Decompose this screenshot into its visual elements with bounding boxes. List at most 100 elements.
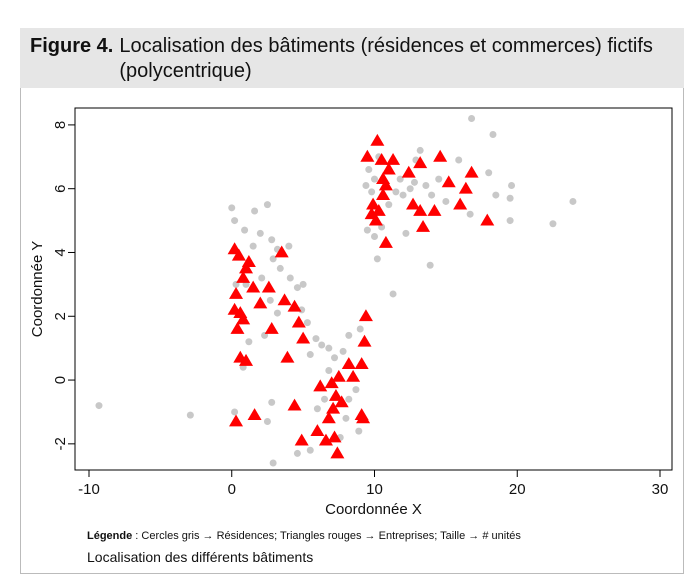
- residence-marker: [399, 191, 407, 199]
- figure-title: Localisation des bâtiments (résidences e…: [119, 35, 653, 82]
- residence-marker: [251, 207, 259, 215]
- enterprise-marker: [230, 322, 245, 334]
- y-tick-label: 8: [52, 121, 69, 129]
- residence-marker: [263, 201, 271, 209]
- enterprise-marker: [294, 433, 309, 446]
- enterprise-marker: [318, 433, 333, 446]
- residence-marker: [410, 178, 418, 186]
- y-tick-label: 2: [52, 312, 69, 320]
- residence-marker: [321, 395, 329, 403]
- enterprise-marker: [328, 389, 343, 401]
- residence-marker: [373, 255, 381, 263]
- enterprise-marker: [291, 315, 306, 328]
- enterprise-marker: [378, 178, 393, 191]
- residence-marker: [385, 201, 393, 209]
- figure-header: Figure 4. Localisation des bâtiments (ré…: [20, 28, 684, 88]
- enterprise-marker: [413, 156, 428, 169]
- residence-marker: [370, 233, 378, 241]
- residence-marker: [392, 188, 400, 196]
- residence-marker: [352, 386, 360, 394]
- residence-marker: [489, 130, 497, 138]
- enterprise-marker: [354, 357, 369, 370]
- y-tick-label: 0: [52, 376, 69, 384]
- enterprise-marker: [433, 149, 448, 162]
- residence-marker: [312, 335, 320, 343]
- enterprise-marker: [287, 398, 302, 411]
- enterprise-marker: [376, 188, 391, 200]
- residence-marker: [303, 319, 311, 327]
- enterprise-marker: [296, 331, 311, 344]
- enterprise-marker: [253, 296, 268, 309]
- enterprise-marker: [264, 322, 279, 334]
- residence-marker: [268, 236, 276, 244]
- y-tick-label: 4: [52, 248, 69, 256]
- residence-marker: [293, 449, 301, 457]
- enterprise-marker: [229, 414, 244, 427]
- residence-marker: [306, 351, 314, 359]
- plot-area: [74, 107, 673, 471]
- residence-marker: [266, 296, 274, 304]
- residence-marker: [273, 309, 281, 317]
- residence-marker: [245, 338, 253, 346]
- residence-marker: [318, 341, 326, 349]
- residence-marker: [345, 331, 353, 339]
- enterprise-marker: [321, 411, 336, 424]
- enterprise-marker: [287, 299, 302, 312]
- caption: Localisation des différents bâtiments: [87, 549, 314, 565]
- legend-text: : Cercles gris → Résidences; Triangles r…: [135, 530, 521, 542]
- residence-marker: [331, 354, 339, 362]
- enterprise-marker: [229, 286, 244, 299]
- enterprise-marker: [313, 379, 328, 392]
- enterprise-marker: [326, 401, 341, 414]
- residence-marker: [293, 284, 301, 292]
- x-tick-label: 20: [509, 481, 526, 498]
- residence-marker: [356, 325, 364, 333]
- enterprise-marker: [246, 280, 261, 293]
- residence-marker: [569, 197, 577, 205]
- enterprise-marker: [453, 197, 468, 210]
- residence-marker: [299, 280, 307, 288]
- enterprise-marker: [366, 197, 381, 210]
- enterprise-marker: [406, 197, 421, 210]
- y-tick-label: -2: [52, 437, 69, 450]
- residence-marker: [422, 182, 430, 190]
- residence-marker: [325, 344, 333, 352]
- residence-marker: [269, 459, 277, 467]
- enterprise-marker: [416, 219, 431, 232]
- enterprise-marker: [261, 280, 276, 293]
- enterprise-marker: [358, 309, 373, 322]
- enterprise-marker: [236, 270, 251, 283]
- residence-marker: [186, 411, 194, 419]
- residence-marker: [276, 264, 284, 272]
- enterprise-marker: [324, 376, 339, 389]
- enterprise-marker: [331, 369, 346, 382]
- residence-marker: [355, 427, 363, 435]
- residence-marker: [339, 347, 347, 355]
- enterprise-marker: [274, 245, 289, 258]
- x-tick-label: -10: [78, 481, 100, 498]
- y-axis-label: Coordonnée Y: [29, 241, 46, 337]
- residence-marker: [370, 175, 378, 183]
- enterprise-marker: [341, 357, 356, 370]
- enterprise-marker: [374, 152, 389, 165]
- enterprise-marker: [241, 255, 256, 267]
- residence-marker: [268, 398, 276, 406]
- residence-marker: [506, 194, 514, 202]
- enterprise-marker: [458, 181, 473, 194]
- enterprise-marker: [231, 248, 246, 261]
- residence-marker: [508, 182, 516, 190]
- residence-marker: [442, 197, 450, 205]
- residence-marker: [416, 146, 424, 154]
- residence-marker: [342, 414, 350, 422]
- enterprise-marker: [401, 165, 416, 178]
- residence-marker: [365, 166, 373, 174]
- residence-marker: [256, 229, 264, 237]
- residence-marker: [306, 446, 314, 454]
- enterprise-marker: [357, 334, 372, 347]
- enterprise-marker: [354, 408, 369, 421]
- x-tick-label: 10: [366, 481, 383, 498]
- figure-label: Figure 4.: [30, 35, 114, 57]
- residence-marker: [428, 191, 436, 199]
